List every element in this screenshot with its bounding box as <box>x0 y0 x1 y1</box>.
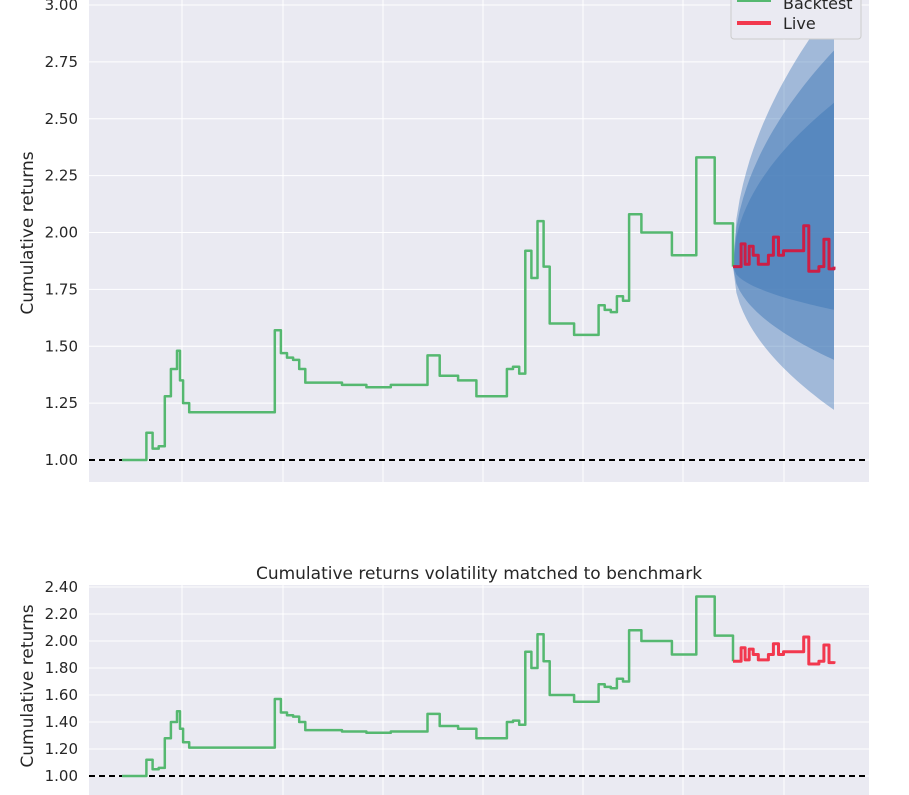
backtest-line <box>122 156 735 462</box>
legend-label-backtest: Backtest <box>783 0 853 13</box>
y-tick-label: 2.75 <box>45 53 78 71</box>
y-tick-label: 1.20 <box>45 740 78 758</box>
bottom-chart: Cumulative returns volatility matched to… <box>18 564 869 795</box>
y-tick-label: 1.00 <box>45 451 78 469</box>
backtest-line <box>122 595 735 778</box>
bottom-series-lines <box>122 595 836 778</box>
top-gridlines <box>89 0 869 482</box>
y-tick-label: 1.75 <box>45 280 78 298</box>
y-tick-label: 2.00 <box>45 224 78 242</box>
y-tick-label: 3.00 <box>45 0 78 14</box>
live-line <box>733 224 836 273</box>
legend-label-live: Live <box>783 14 816 33</box>
y-tick-label: 1.60 <box>45 686 78 704</box>
y-tick-label: 2.50 <box>45 110 78 128</box>
top-chart: 1.00 1.25 1.50 1.75 2.00 2.25 2.50 2.75 3.00 Cum… <box>18 0 869 482</box>
y-tick-label: 1.25 <box>45 394 78 412</box>
bottom-y-tick-labels: 1.00 1.20 1.40 1.60 1.80 2.00 2.20 2.40 <box>45 578 78 785</box>
y-tick-label: 1.50 <box>45 337 78 355</box>
live-line <box>733 635 836 666</box>
y-tick-label: 2.20 <box>45 605 78 623</box>
top-y-axis-label: Cumulative returns <box>18 151 38 314</box>
legend: Backtest Live <box>730 0 862 40</box>
bottom-plot-area <box>89 585 869 795</box>
y-tick-label: 1.00 <box>45 767 78 785</box>
y-tick-label: 2.25 <box>45 167 78 185</box>
top-series-lines <box>122 156 836 462</box>
y-tick-label: 1.40 <box>45 713 78 731</box>
top-y-tick-labels: 1.00 1.25 1.50 1.75 2.00 2.25 2.50 2.75 3.00 <box>45 0 78 469</box>
y-tick-label: 2.40 <box>45 578 78 596</box>
bottom-chart-title: Cumulative returns volatility matched to… <box>256 564 702 584</box>
legend-box <box>730 0 862 40</box>
y-tick-label: 2.00 <box>45 632 78 650</box>
bottom-y-axis-label: Cumulative returns <box>18 604 38 767</box>
y-tick-label: 1.80 <box>45 659 78 677</box>
